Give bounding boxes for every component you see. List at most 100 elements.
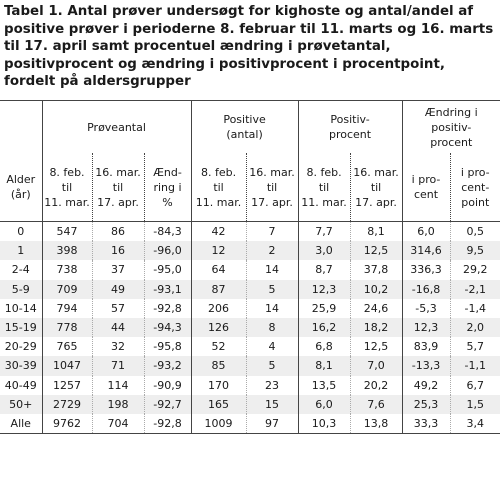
value-cell: 170 [190,375,247,395]
header-positivprocent: Positiv- procent [297,100,403,153]
header-proeveantal: Prøveantal [41,100,192,153]
value-cell: 52 [190,337,247,357]
value-cell: 14 [245,298,299,318]
value-cell: -94,3 [143,317,192,338]
table-row: 40-49 1257 114 -90,9 170 23 13,5 20,2 49,2 6,7 [0,375,500,395]
value-cell: 57 [91,298,144,318]
table-row: 5-9 709 49 -93,1 87 5 12,3 10,2 -16,8 -2,1 [0,279,500,299]
value-cell: 85 [190,356,247,376]
value-cell: 37 [91,260,144,280]
value-cell: 7,7 [297,221,351,242]
header-positivprocent-period1: 8. feb. til 11. mar. [297,153,351,222]
value-cell: 64 [190,260,247,280]
header-blank [0,100,42,153]
value-cell: 97 [245,413,299,435]
value-cell: 37,8 [349,260,403,280]
value-cell: 1,5 [449,394,500,414]
value-cell: 13,8 [349,413,403,435]
value-cell: 314,6 [401,241,451,261]
value-cell: 16 [91,241,144,261]
header-period1: 8. feb. til 11. mar. [41,153,92,222]
value-cell: 6,7 [449,375,500,395]
age-cell: 5-9 [0,279,42,299]
value-cell: 206 [190,298,247,318]
value-cell: 7 [245,221,299,242]
value-cell: 86 [91,221,144,242]
value-cell: 738 [41,260,92,280]
value-cell: 2,0 [449,317,500,338]
table-row: 2-4 738 37 -95,0 64 14 8,7 37,8 336,3 29,2 [0,260,500,280]
value-cell: 3,4 [449,413,500,435]
value-cell: 2 [245,241,299,261]
header-aendring: Ændring i positiv- procent [401,100,500,153]
age-cell: 40-49 [4,378,37,392]
table-row: Alle 9762 704 -92,8 1009 97 10,3 13,8 33,3 3,4 [0,413,500,435]
value-cell: -93,2 [143,356,192,376]
value-cell: -92,7 [143,394,192,414]
table-row: 1 398 16 -96,0 12 2 3,0 12,5 314,6 9,5 [0,241,500,261]
value-cell: 16,2 [297,317,351,338]
header-positive: Positive (antal) [190,100,299,153]
value-cell: 32 [91,337,144,357]
age-cell: 0 [17,225,25,239]
age-cell: 30-39 [0,356,42,376]
value-cell: 25,3 [401,394,451,414]
value-cell: 198 [91,394,144,414]
age-cell: 2-4 [11,263,30,277]
header-aendring-pct: Ænd- ring i % [143,153,192,222]
value-cell: 6,8 [297,337,351,357]
age-cell: 15-19 [0,317,42,338]
header-alder: Alder (år) [0,153,42,222]
value-cell: 14 [245,260,299,280]
value-cell: 29,2 [449,260,500,280]
value-cell: -2,1 [449,279,500,299]
value-cell: 25,9 [297,298,351,318]
value-cell: 765 [41,337,92,357]
table-body: 0 547 86 -84,3 42 7 7,7 8,1 6,0 0,5 1 398 16 -96,0 12 2… [0,221,500,435]
table-title: Tabel 1. Antal prøver undersøgt for kigh… [4,4,494,90]
value-cell: -5,3 [401,298,451,318]
header-positivprocent-period2: 16. mar. til 17. apr. [349,153,403,222]
value-cell: 336,3 [401,260,451,280]
table-row: 15-19 778 44 -94,3 126 8 16,2 18,2 12,3 2,0 [0,317,500,338]
value-cell: 24,6 [349,298,403,318]
value-cell: 398 [41,241,92,261]
value-cell: 33,3 [401,413,451,435]
header-i-procent: i pro- cent [401,153,451,222]
value-cell: -1,4 [449,298,500,318]
value-cell: -96,0 [143,241,192,261]
value-cell: 778 [41,317,92,338]
age-cell: 1 [0,241,42,261]
table-row: 50+ 2729 198 -92,7 165 15 6,0 7,6 25,3 1,5 [0,394,500,414]
value-cell: 83,9 [401,337,451,357]
header-positive-period2: 16. mar. til 17. apr. [245,153,299,222]
value-cell: 23 [245,375,299,395]
value-cell: 8,1 [349,221,403,242]
value-cell: 12,3 [401,317,451,338]
value-cell: 8,7 [297,260,351,280]
value-cell: 20,2 [349,375,403,395]
value-cell: 1009 [190,413,247,435]
value-cell: 165 [190,394,247,414]
value-cell: 10,2 [349,279,403,299]
value-cell: 9762 [41,413,92,435]
value-cell: 5,7 [449,337,500,357]
value-cell: 114 [91,375,144,395]
value-cell: -84,3 [143,221,192,242]
value-cell: 547 [41,221,92,242]
value-cell: 87 [190,279,247,299]
value-cell: -13,3 [401,356,451,376]
value-cell: 7,6 [349,394,403,414]
value-cell: 12,5 [349,337,403,357]
value-cell: -95,8 [143,337,192,357]
value-cell: 4 [245,337,299,357]
value-cell: 8,1 [297,356,351,376]
value-cell: -92,8 [143,413,192,435]
table-row: 20-29 765 32 -95,8 52 4 6,8 12,5 83,9 5,7 [0,337,500,357]
value-cell: 18,2 [349,317,403,338]
value-cell: 2729 [41,394,92,414]
age-cell: 10-14 [4,301,37,315]
value-cell: 8 [245,317,299,338]
value-cell: 49,2 [401,375,451,395]
table-row: 10-14 794 57 -92,8 206 14 25,9 24,6 -5,3 -1,4 [0,298,500,318]
